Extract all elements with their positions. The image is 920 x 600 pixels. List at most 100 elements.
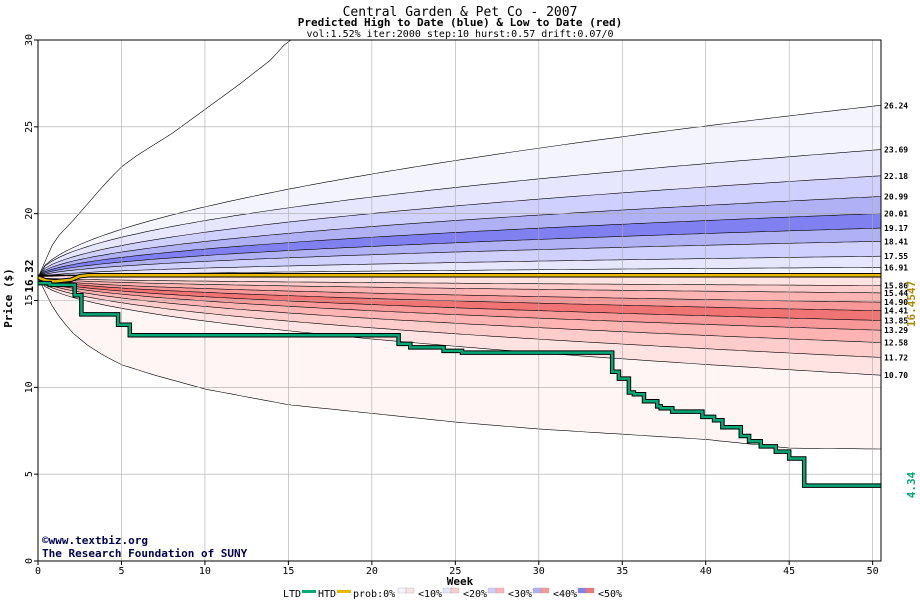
ltd-line (38, 281, 881, 487)
credit-line-2: The Research Foundation of SUNY (42, 547, 248, 560)
x-tick-label-10: 10 (199, 566, 211, 577)
low-band-8 (38, 277, 881, 376)
legend-bin-swatch-lo-4 (585, 587, 595, 594)
low-band-0 (38, 275, 881, 286)
x-tick-label-35: 35 (616, 566, 628, 577)
right-label-12: 14.41 (884, 307, 908, 316)
legend-htd-swatch (337, 590, 351, 593)
y-tick-label-10: 10 (24, 381, 35, 393)
band-boundary-0 (38, 40, 881, 278)
right-band-labels: 26.24 23.69 22.18 20.99 20.01 19.17 18.41 17.55… (884, 101, 908, 380)
low-band-1 (38, 277, 881, 293)
right-label-4: 20.01 (884, 210, 908, 219)
legend-bin-swatch-hi-0 (397, 587, 407, 594)
legend-bin-label-4: <50% (598, 589, 622, 600)
high-band-3 (38, 175, 881, 278)
legend-bin-swatch-lo-2 (495, 587, 505, 594)
right-label-7: 17.55 (884, 252, 908, 261)
x-tick-label-20: 20 (366, 566, 378, 577)
y-axis-label: Price ($) (2, 268, 15, 328)
x-tick-label-30: 30 (533, 566, 545, 577)
legend-ltd-label: LTD (283, 589, 301, 600)
right-label-0: 26.24 (884, 101, 908, 110)
low-band-3 (38, 277, 881, 311)
high-band-7 (38, 241, 881, 278)
chart-params: vol:1.52% iter:2000 step:10 hurst:0.57 d… (306, 29, 613, 40)
legend-bin-swatch-hi-2 (487, 587, 497, 594)
x-tick-label-15: 15 (282, 566, 294, 577)
chart-title: Central Garden & Pet Co - 2007 (343, 5, 578, 20)
legend-bin-swatch-lo-0 (405, 587, 415, 594)
low-band-2 (38, 277, 881, 303)
chart-subtitle: Predicted High to Date (blue) & Low to D… (298, 16, 623, 29)
band-boundary-1 (38, 105, 881, 278)
y-tick-label-15: 15 (24, 294, 35, 306)
right-label-16: 11.72 (884, 354, 908, 363)
htd-end-label: 16.4547 (905, 281, 918, 327)
legend-bin-swatch-hi-4 (577, 587, 587, 594)
x-tick-label-40: 40 (700, 566, 712, 577)
legend-bin-label-1: <20% (463, 589, 487, 600)
high-band-5 (38, 213, 881, 278)
band-boundary-13 (38, 277, 881, 311)
right-label-17: 10.70 (884, 371, 908, 380)
legend-ltd-swatch (302, 590, 316, 593)
right-label-6: 18.41 (884, 237, 908, 246)
y-tick-label-0: 0 (24, 558, 35, 564)
probability-bands (38, 40, 881, 450)
y-axis-ticks: 0 5 10 15 20 25 30 (24, 34, 38, 564)
right-label-5: 19.17 (884, 224, 908, 233)
band-boundary-10 (38, 277, 881, 286)
low-band-6 (38, 277, 881, 343)
high-band-0 (38, 40, 881, 278)
right-label-10: 15.44 (884, 289, 908, 298)
high-band-6 (38, 228, 881, 278)
legend-bin-label-2: <30% (508, 589, 532, 600)
right-label-9: 15.86 (884, 282, 908, 291)
right-label-2: 22.18 (884, 172, 908, 181)
band-boundary-11 (38, 277, 881, 294)
high-band-1 (38, 105, 881, 278)
high-band-4 (38, 196, 881, 278)
legend: LTD HTD prob:0% <10% <20% <30% <40% <50% (283, 587, 622, 600)
x-tick-label-0: 0 (35, 566, 41, 577)
x-axis-ticks: 0 5 10 15 20 25 30 35 40 45 50 (35, 561, 879, 577)
series-lines (38, 273, 881, 488)
right-label-11: 14.90 (884, 298, 908, 307)
low-band-7 (38, 277, 881, 358)
grid-lines (38, 40, 881, 561)
band-boundary-8 (38, 255, 881, 278)
x-tick-label-45: 45 (783, 566, 795, 577)
legend-bin-swatch-hi-3 (532, 587, 542, 594)
band-boundary-17 (38, 277, 881, 358)
right-label-1: 23.69 (884, 146, 908, 155)
band-boundary-3 (38, 175, 881, 278)
band-boundary-5 (38, 213, 881, 278)
band-boundary-2 (38, 149, 881, 278)
legend-prob-label: prob:0% (353, 589, 395, 600)
right-label-15: 12.58 (884, 339, 908, 348)
y-tick-label-25: 25 (24, 121, 35, 133)
legend-bin-swatch-lo-3 (540, 587, 550, 594)
legend-bin-label-0: <10% (418, 589, 442, 600)
band-boundary-16 (38, 277, 881, 343)
right-label-8: 16.91 (884, 263, 908, 272)
start-price-label: 16.32 (23, 259, 36, 292)
band-boundary-12 (38, 277, 881, 303)
y-tick-label-5: 5 (24, 471, 35, 477)
x-tick-label-25: 25 (449, 566, 461, 577)
band-boundary-7 (38, 241, 881, 278)
band-boundary-15 (38, 277, 881, 331)
high-band-2 (38, 149, 881, 278)
htd-line (38, 274, 881, 283)
band-boundary-4 (38, 196, 881, 278)
x-tick-label-50: 50 (867, 566, 879, 577)
legend-bin-label-3: <40% (553, 589, 577, 600)
right-label-13: 13.85 (884, 317, 908, 326)
credit-line-1: ©www.textbiz.org (42, 534, 148, 547)
band-boundary-14 (38, 277, 881, 321)
y-tick-label-20: 20 (24, 208, 35, 220)
band-boundary-19 (38, 277, 881, 450)
legend-bin-swatch-hi-1 (442, 587, 452, 594)
